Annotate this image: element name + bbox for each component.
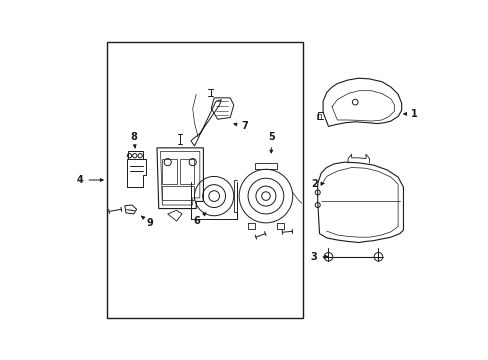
Text: 9: 9 bbox=[141, 216, 153, 228]
Text: 7: 7 bbox=[233, 121, 247, 131]
Bar bbox=[162, 186, 194, 200]
Text: 6: 6 bbox=[192, 213, 205, 226]
Text: 4: 4 bbox=[77, 175, 103, 185]
Text: 8: 8 bbox=[130, 132, 137, 148]
Bar bbox=[316, 114, 320, 118]
Bar bbox=[180, 158, 194, 184]
Bar bbox=[162, 158, 176, 184]
Text: 5: 5 bbox=[267, 132, 274, 153]
Text: 2: 2 bbox=[310, 179, 323, 189]
Bar bbox=[107, 42, 303, 318]
Text: 3: 3 bbox=[310, 252, 327, 262]
Text: 1: 1 bbox=[403, 109, 417, 119]
